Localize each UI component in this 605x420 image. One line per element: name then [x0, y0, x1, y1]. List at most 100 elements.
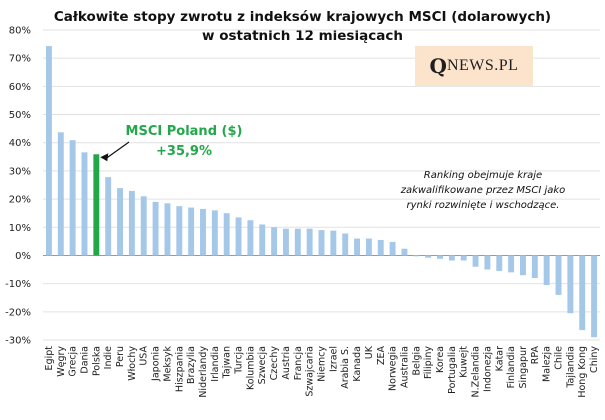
bar-hong-kong [579, 255, 586, 331]
y-tick-label: 10% [9, 223, 31, 234]
x-tick-label: Meksyk [162, 346, 173, 382]
callout-value: +35,9% [156, 144, 212, 159]
bar-peru [117, 188, 123, 256]
bar-malezja [543, 255, 550, 286]
callout-arrow [100, 141, 130, 162]
y-tick-label: -20% [5, 307, 31, 318]
x-tick-label: Kolumbia [245, 346, 256, 390]
x-tick-label: Szwajcaria [305, 346, 316, 397]
x-tick-label: Egipt [44, 346, 55, 371]
x-tick-label: Belgia [411, 346, 422, 376]
x-tick-label: Japonia [151, 346, 162, 382]
x-tick-label: Polska [91, 346, 102, 376]
note-line-1: Ranking obejmuje kraje [423, 170, 543, 181]
bar-irlandia [211, 210, 218, 256]
x-tick-label: Arabia S. [340, 346, 351, 389]
bar-austria [282, 228, 289, 256]
x-tick-label: Irlandia [210, 346, 221, 382]
x-tick-label: RPA [530, 346, 541, 365]
x-tick-label: Chile [554, 346, 565, 370]
bar-indie [105, 177, 112, 256]
bar-izrael [330, 230, 337, 256]
callout-label: MSCI Poland ($) [125, 124, 243, 139]
x-tick-label: Włochy [127, 346, 138, 381]
chart-title-line-1: Całkowite stopy zwrotu z indeksów krajow… [53, 9, 552, 25]
bar-francja [294, 228, 301, 256]
x-tick-label: Tajlandia [565, 346, 576, 389]
x-tick-label: Norwegia [388, 346, 399, 391]
bar-węgry [57, 132, 64, 256]
bar-tajwan [223, 213, 230, 256]
note-line-3: rynki rozwinięte i wschodzące. [406, 200, 560, 211]
chart-title: Całkowite stopy zwrotu z indeksów krajow… [0, 8, 605, 46]
bar-szwajcaria [306, 228, 313, 256]
bar-indonezja [484, 255, 491, 270]
x-axis-labels: Egipt Węgry Grecja Dania Polska Indie Peru Włoc… [44, 345, 600, 397]
x-tick-label: Francja [293, 346, 304, 380]
x-tick-label: UK [364, 345, 375, 359]
bar-australia [401, 248, 408, 256]
bar-japonia [152, 201, 159, 256]
x-tick-label: Kanada [352, 346, 363, 382]
x-tick-label: Węgry [56, 346, 67, 377]
x-tick-label: Tajwan [222, 346, 233, 379]
bar-chiny [591, 255, 598, 338]
ranking-note: Ranking obejmuje kraje zakwalifikowane p… [378, 168, 588, 213]
x-tick-label: Katar [494, 346, 505, 371]
note-line-2: zakwalifikowane przez MSCI jako [400, 185, 566, 196]
bar-hiszpania [176, 206, 183, 256]
y-tick-label: 60% [9, 82, 31, 93]
x-tick-label: ZEA [376, 346, 387, 366]
bar-kuwejt [460, 255, 467, 261]
y-tick-label: 80% [9, 26, 31, 37]
bar-egipt [45, 46, 52, 256]
x-tick-label: Turcja [234, 346, 245, 375]
x-tick-label: Kuwejt [459, 346, 470, 378]
x-tick-label: Niemcy [317, 346, 328, 382]
qnews-logo: Q NEWS.PL [415, 46, 533, 86]
bar-czechy [271, 227, 278, 256]
x-tick-label: N.Zelandia [471, 346, 482, 397]
x-tick-label: Filipiny [423, 346, 434, 379]
x-tick-label: Hong Kong [577, 346, 588, 398]
bar-tajlandia [567, 255, 574, 314]
bar-norwegia [389, 241, 396, 256]
x-tick-label: Czechy [269, 346, 280, 381]
logo-q: Q [429, 54, 447, 78]
x-tick-label: Portugalia [447, 346, 458, 394]
bar-belgia [413, 255, 420, 257]
x-tick-label: Korea [435, 346, 446, 373]
y-tick-label: 0% [15, 251, 31, 262]
bar-singapur [520, 255, 526, 276]
logo-text: NEWS.PL [446, 57, 519, 74]
x-tick-label: Brazylia [186, 346, 197, 384]
bar-włochy [128, 190, 135, 256]
bar-brazylia [188, 207, 195, 256]
bar-kanada [354, 238, 361, 256]
bar-dania [81, 152, 88, 256]
bar-turcja [235, 217, 242, 256]
bar-uk [365, 238, 372, 256]
x-tick-label: Indonezja [482, 346, 493, 392]
x-tick-label: Peru [115, 346, 126, 367]
y-tick-label: 20% [9, 195, 31, 206]
bar-arabia-s- [342, 233, 349, 256]
x-tick-label: Dania [79, 346, 90, 374]
bar-polska [93, 154, 100, 256]
x-tick-label: Austria [281, 346, 292, 380]
x-tick-label: Hiszpania [174, 346, 185, 392]
arrow-head [100, 153, 109, 162]
bars [45, 46, 598, 338]
x-tick-label: Chiny [589, 346, 600, 373]
y-axis: 80% 70% 60% 50% 40% 30% 20% 10% 0% -10% -20% -30% [5, 26, 31, 347]
x-tick-label: Niderlandy [198, 346, 209, 398]
x-tick-label: Szwecja [257, 346, 268, 384]
arrow-shaft [105, 141, 130, 159]
bar-finlandia [508, 255, 515, 273]
bar-kolumbia [247, 220, 254, 256]
y-tick-label: -30% [5, 336, 31, 347]
x-tick-label: Australia [399, 346, 410, 388]
bar-rpa [531, 255, 538, 278]
chart-title-line-2: w ostatnich 12 miesiącach [202, 28, 403, 44]
